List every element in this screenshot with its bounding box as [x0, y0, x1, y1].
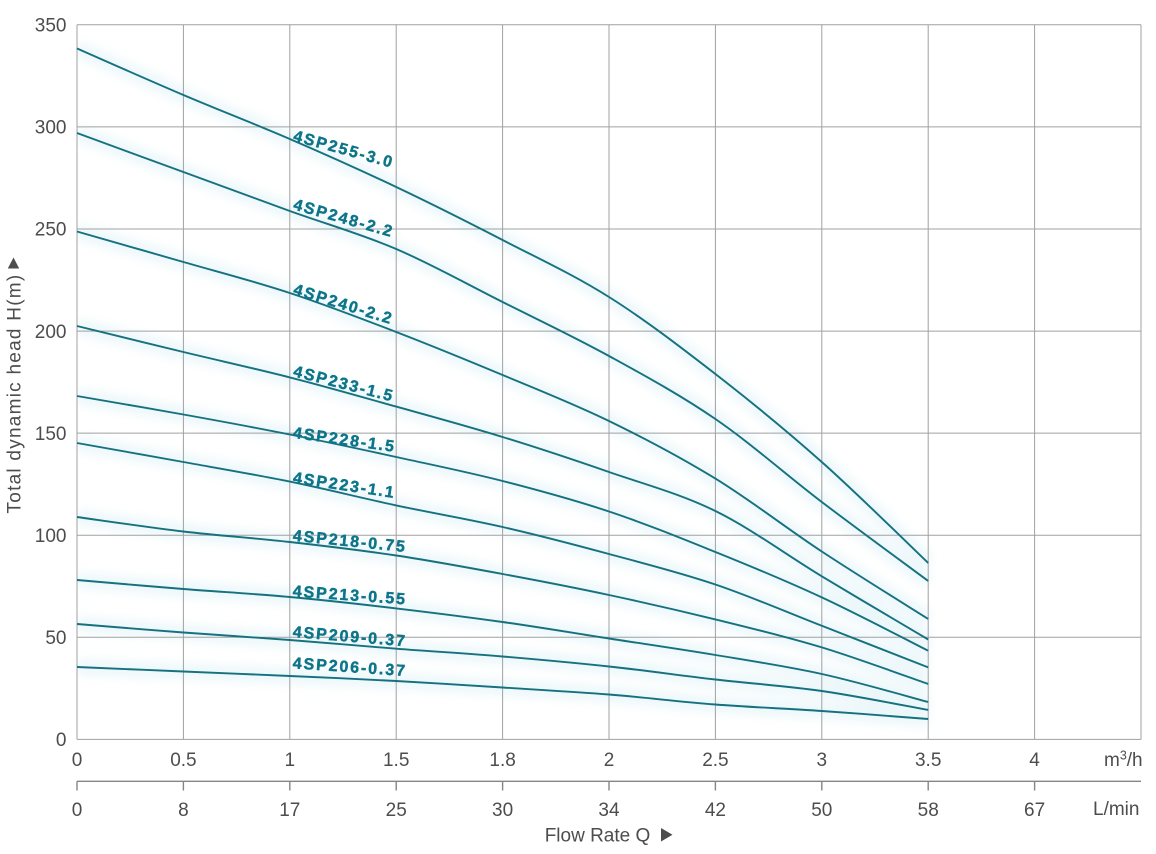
svg-text:4: 4 [1029, 750, 1040, 771]
svg-text:m3/h: m3/h [1104, 749, 1143, 772]
svg-text:250: 250 [35, 220, 67, 241]
svg-text:200: 200 [35, 322, 67, 343]
svg-text:2.5: 2.5 [702, 750, 728, 771]
svg-text:58: 58 [918, 800, 939, 821]
svg-text:L/min: L/min [1093, 799, 1139, 820]
svg-text:0.5: 0.5 [170, 750, 196, 771]
svg-text:0: 0 [56, 730, 67, 751]
svg-text:3.5: 3.5 [915, 750, 941, 771]
svg-text:25: 25 [386, 800, 407, 821]
svg-text:30: 30 [492, 800, 513, 821]
svg-text:1: 1 [285, 750, 296, 771]
svg-text:67: 67 [1024, 800, 1045, 821]
svg-text:50: 50 [45, 628, 66, 649]
svg-text:3: 3 [817, 750, 828, 771]
svg-text:50: 50 [811, 800, 832, 821]
svg-text:Total dynamic head H(m): Total dynamic head H(m) [5, 274, 26, 514]
svg-text:300: 300 [35, 118, 67, 139]
svg-text:0: 0 [72, 800, 83, 821]
svg-text:150: 150 [35, 424, 67, 445]
svg-text:350: 350 [35, 16, 67, 37]
svg-text:100: 100 [35, 526, 67, 547]
svg-text:42: 42 [705, 800, 726, 821]
svg-text:17: 17 [279, 800, 300, 821]
svg-text:1.8: 1.8 [489, 750, 515, 771]
svg-text:34: 34 [598, 800, 620, 821]
svg-text:Flow Rate Q: Flow Rate Q [545, 826, 651, 847]
svg-text:2: 2 [604, 750, 615, 771]
svg-text:0: 0 [72, 750, 83, 771]
svg-text:8: 8 [178, 800, 189, 821]
svg-text:1.5: 1.5 [383, 750, 409, 771]
